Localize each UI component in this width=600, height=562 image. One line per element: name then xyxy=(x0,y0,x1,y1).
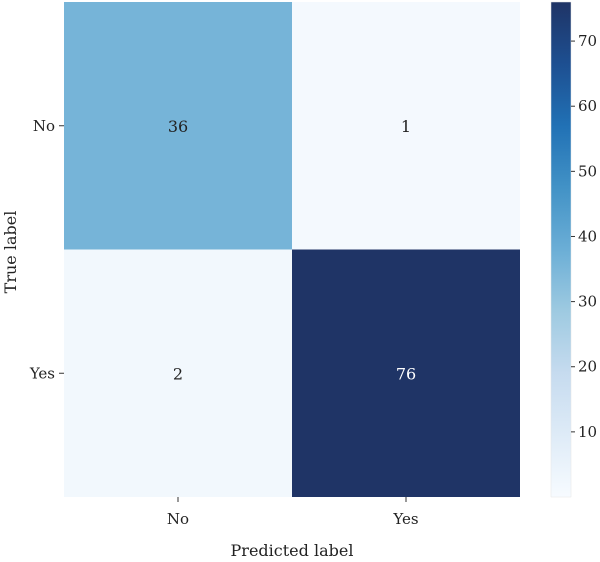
colorbar-ticks: 10 20 30 40 50 60 70 xyxy=(571,32,597,441)
y-tick-label: Yes xyxy=(29,364,55,382)
colorbar-tick-label: 40 xyxy=(578,227,597,245)
cell-value-label: 1 xyxy=(401,117,411,136)
colorbar-tick-label: 70 xyxy=(578,32,597,50)
x-tick-label: Yes xyxy=(392,510,418,528)
heatmap-cell xyxy=(64,249,292,497)
heatmap-cell xyxy=(292,2,520,250)
x-axis-title: Predicted label xyxy=(231,541,354,560)
cell-value-label: 2 xyxy=(173,364,183,383)
x-tick-label: No xyxy=(167,510,189,528)
heatmap-cell xyxy=(64,2,292,250)
colorbar-tick-label: 20 xyxy=(578,358,597,376)
colorbar-tick-label: 10 xyxy=(578,423,597,441)
heatmap-cell xyxy=(292,249,520,497)
colorbar-tick-label: 50 xyxy=(578,162,597,180)
cell-value-label: 76 xyxy=(396,364,416,383)
x-axis-ticks: No Yes xyxy=(167,497,419,528)
heatmap-cell-labels: 36 1 2 76 xyxy=(168,117,416,384)
y-axis-ticks: No Yes xyxy=(29,117,64,382)
colorbar-tick-label: 60 xyxy=(578,97,597,115)
cell-value-label: 36 xyxy=(168,117,188,136)
colorbar xyxy=(550,1,572,498)
y-tick-label: No xyxy=(33,117,55,135)
heatmap-cells xyxy=(64,2,520,497)
colorbar-tick-label: 30 xyxy=(578,293,597,311)
y-axis-title: True label xyxy=(1,211,20,294)
